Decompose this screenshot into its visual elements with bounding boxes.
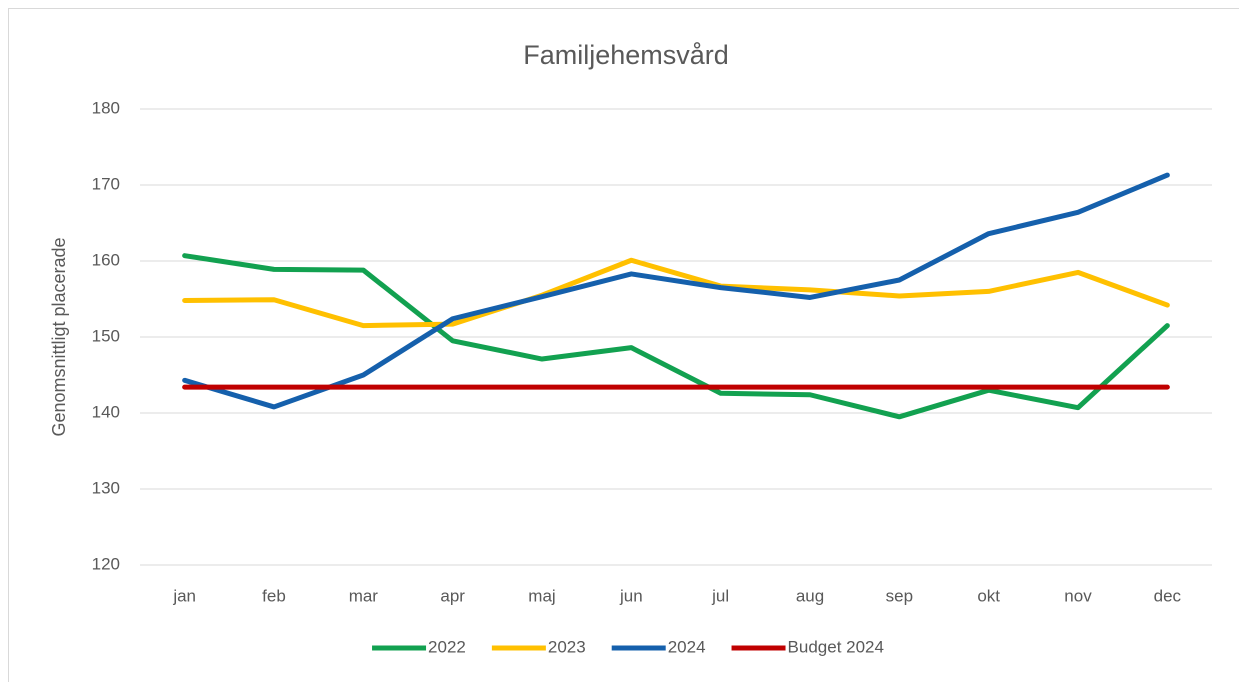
legend-label: 2023 [548,637,586,656]
y-tick-label: 180 [92,98,120,117]
x-tick-label: okt [977,586,1000,605]
series-line [182,253,1170,420]
legend-label: 2022 [428,637,466,656]
series-line [182,257,1170,329]
series-line [182,172,1170,410]
chart-title: Familjehemsvård [523,40,729,70]
y-axis-label: Genomsnittligt placerade [49,237,69,436]
chart-border [8,8,1239,682]
y-tick-label: 170 [92,174,120,193]
x-tick-label: dec [1154,586,1182,605]
x-tick-label: jan [172,586,196,605]
legend-label: 2024 [668,637,706,656]
y-tick-label: 120 [92,554,120,573]
x-tick-label: maj [528,586,555,605]
x-tick-label: aug [796,586,824,605]
y-tick-label: 140 [92,402,120,421]
x-tick-label: nov [1064,586,1092,605]
x-tick-label: jul [711,586,729,605]
x-tick-label: jun [619,586,643,605]
y-tick-label: 150 [92,326,120,345]
x-tick-label: apr [440,586,465,605]
x-tick-label: feb [262,586,286,605]
x-tick-label: sep [886,586,913,605]
y-tick-label: 160 [92,250,120,269]
legend-label: Budget 2024 [788,637,884,656]
x-tick-label: mar [349,586,379,605]
y-tick-label: 130 [92,478,120,497]
